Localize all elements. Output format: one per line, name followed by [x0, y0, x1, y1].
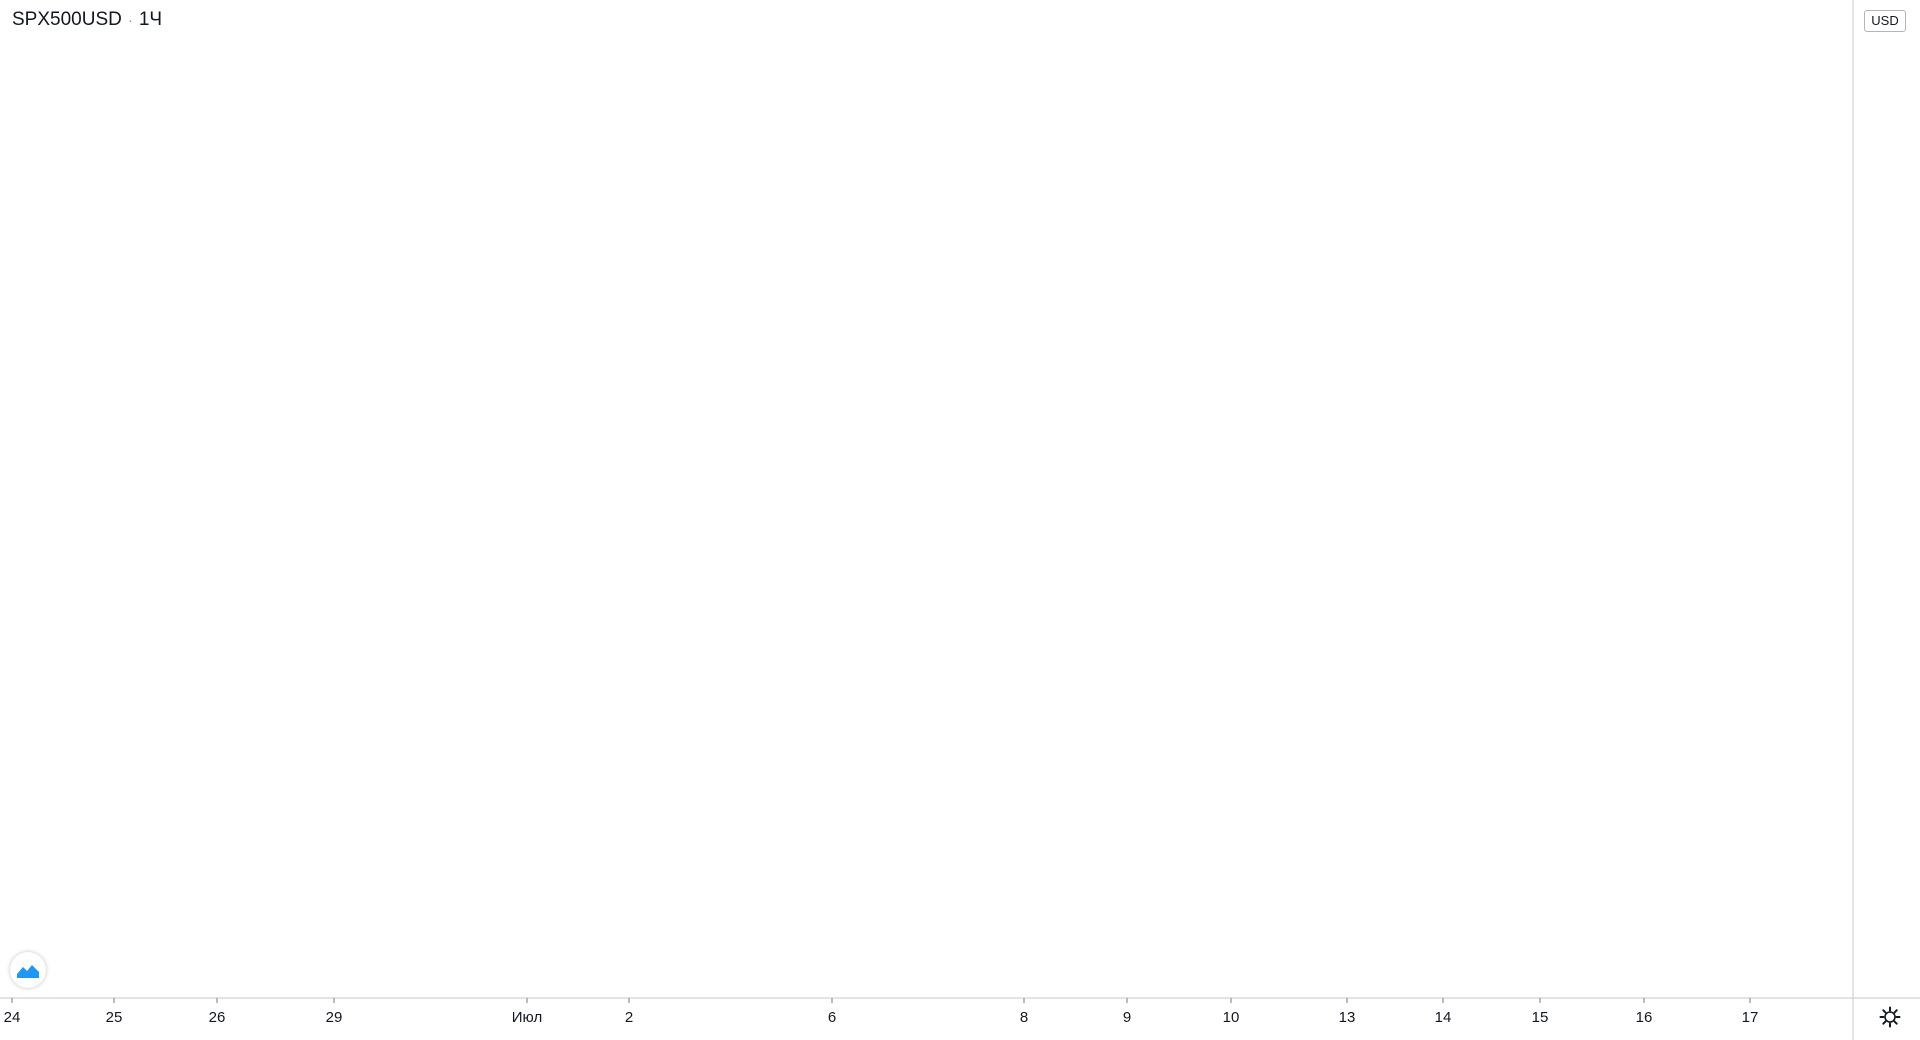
- x-tick-label: 17: [1742, 1009, 1759, 1026]
- interval-label: 1Ч: [138, 9, 163, 30]
- x-tick-label: 29: [326, 1009, 343, 1026]
- x-tick-label: Июл: [512, 1009, 542, 1026]
- gear-icon[interactable]: [1878, 1005, 1902, 1029]
- x-tick-label: 9: [1123, 1009, 1131, 1026]
- symbol-name: SPX500USD: [12, 9, 122, 30]
- x-tick-label: 16: [1636, 1009, 1653, 1026]
- x-tick-label: 25: [106, 1009, 123, 1026]
- x-tick-label: 10: [1223, 1009, 1240, 1026]
- x-tick-label: 14: [1435, 1009, 1452, 1026]
- x-tick-label: 15: [1532, 1009, 1549, 1026]
- x-tick-label: 6: [828, 1009, 836, 1026]
- title-separator: ·: [127, 12, 133, 29]
- x-tick-label: 2: [625, 1009, 633, 1026]
- tradingview-logo-icon[interactable]: [10, 952, 46, 988]
- x-tick-label: 26: [209, 1009, 226, 1026]
- currency-badge[interactable]: USD: [1864, 10, 1906, 32]
- x-tick-label: 8: [1020, 1009, 1028, 1026]
- symbol-title[interactable]: SPX500USD · 1Ч: [12, 9, 162, 31]
- x-tick-label: 13: [1339, 1009, 1356, 1026]
- x-tick-label: 24: [4, 1009, 21, 1026]
